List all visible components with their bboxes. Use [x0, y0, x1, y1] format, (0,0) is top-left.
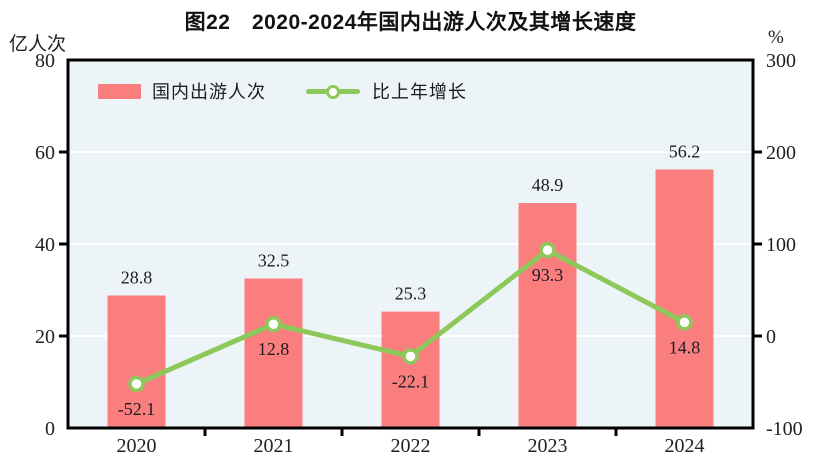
- left-tick-label: 40: [35, 234, 55, 256]
- right-tick-label: 0: [766, 326, 776, 348]
- line-value-label: 12.8: [258, 339, 290, 359]
- left-axis-unit-label: 亿人次: [9, 34, 67, 55]
- line-marker-2022: [402, 348, 419, 365]
- legend: 国内出游人次 比上年增长: [98, 81, 467, 102]
- right-tick-label: 300: [766, 50, 796, 72]
- bar-value-label: 25.3: [395, 284, 427, 304]
- line-value-label: -22.1: [392, 371, 430, 391]
- line-marker-2023: [539, 241, 556, 259]
- bar-value-label: 28.8: [121, 268, 153, 288]
- left-tick-label: 20: [35, 326, 55, 348]
- bar-2022: [381, 311, 440, 428]
- line-marker-2021: [265, 315, 282, 333]
- bar-value-label: 48.9: [532, 175, 564, 195]
- x-tick-label: 2020: [117, 435, 157, 457]
- right-tick-label: -100: [766, 418, 803, 440]
- line-marker-2020: [128, 375, 145, 393]
- line-value-label: 93.3: [532, 265, 564, 285]
- right-axis-unit-label: %: [768, 27, 784, 48]
- left-tick-label: 60: [35, 142, 55, 164]
- line-value-label: 14.8: [669, 337, 701, 357]
- x-tick-label: 2024: [665, 435, 705, 457]
- bar-value-label: 32.5: [258, 251, 290, 271]
- bar-2023: [518, 203, 577, 428]
- right-tick-label: 100: [766, 234, 796, 256]
- bar-series-legend-label: 国内出游人次: [152, 82, 266, 102]
- bar-2020: [107, 295, 166, 428]
- line-sample-dot: [326, 84, 340, 99]
- x-tick-label: 2023: [528, 435, 568, 457]
- bar-value-label: 56.2: [669, 141, 701, 161]
- left-tick-label: 0: [45, 418, 55, 440]
- x-tick-label: 2022: [391, 435, 431, 457]
- line-series-legend-label: 比上年增长: [372, 82, 467, 102]
- x-tick-label: 2021: [254, 435, 294, 457]
- line-value-label: -52.1: [118, 399, 156, 419]
- bar-series-legend-swatch: [98, 83, 141, 99]
- plot-border: [66, 58, 755, 430]
- left-tick-label: 80: [35, 50, 55, 72]
- chart-title: 图22 2020-2024年国内出游人次及其增长速度: [184, 11, 637, 34]
- bar-2021: [244, 278, 303, 428]
- line-marker-2024: [676, 314, 693, 331]
- bar-2024: [655, 169, 714, 429]
- line-series-legend-marker: [306, 84, 360, 99]
- right-tick-label: 200: [766, 142, 796, 164]
